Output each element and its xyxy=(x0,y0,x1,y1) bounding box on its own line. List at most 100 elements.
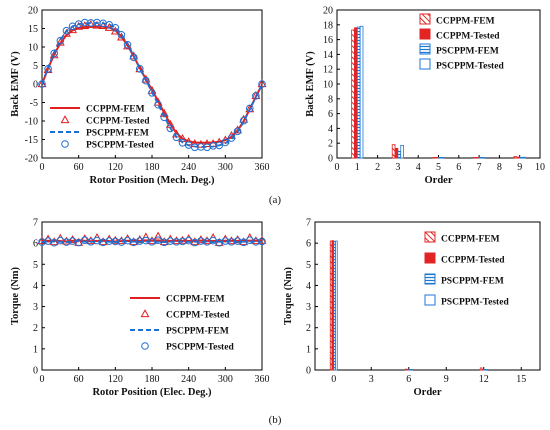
legend-swatch-ccppm-tested xyxy=(60,115,70,124)
data-point-ccppm-tested xyxy=(55,37,65,46)
data-point-pscppm-tested xyxy=(123,40,132,49)
legend-label-ccppm-tested: CCPPM-Tested xyxy=(436,32,500,42)
legend-swatch-pscppm-fem xyxy=(419,43,431,55)
data-point-ccppm-tested xyxy=(123,41,133,50)
bar-ccppm-fem xyxy=(479,367,483,371)
y-tick-label: 0 xyxy=(328,154,333,165)
bar-pscppm-tested xyxy=(410,368,413,371)
data-point-ccppm-tested xyxy=(49,50,59,59)
x-tick-label: 6 xyxy=(406,374,411,385)
y-tick-label: 16 xyxy=(323,35,333,46)
data-point-ccppm-tested xyxy=(116,236,126,245)
x-tick-label: 360 xyxy=(255,374,270,385)
x-tick-label: 5 xyxy=(436,162,441,173)
y-tick-label: 7 xyxy=(33,218,38,229)
x-tick-label: 0 xyxy=(331,374,336,385)
x-tick-label: 240 xyxy=(181,162,196,173)
y-tick-label: 2 xyxy=(328,139,333,150)
data-point-pscppm-tested xyxy=(142,76,150,85)
data-point-ccppm-tested xyxy=(202,236,212,245)
legend-label-ccppm-fem: CCPPM-FEM xyxy=(436,17,495,27)
x-tick-label: 0 xyxy=(40,162,45,173)
data-point-ccppm-tested xyxy=(37,236,47,245)
data-point-pscppm-tested xyxy=(117,30,126,39)
y-tick-label: 14 xyxy=(323,50,333,61)
data-point-pscppm-tested xyxy=(62,26,71,35)
data-point-pscppm-tested xyxy=(105,21,114,29)
data-point-pscppm-tested xyxy=(148,89,156,97)
data-point-ccppm-tested xyxy=(226,236,236,245)
y-tick-label: 20 xyxy=(28,6,38,17)
data-point-ccppm-tested xyxy=(220,234,230,243)
x-tick-label: 240 xyxy=(181,374,196,385)
bar-ccppm-fem xyxy=(351,29,355,159)
bar-pscppm-tested xyxy=(440,156,445,159)
x-axis-label: Order xyxy=(414,387,442,398)
data-point-ccppm-tested xyxy=(129,51,139,60)
x-tick-label: 2 xyxy=(375,162,380,173)
y-tick-label: 18 xyxy=(323,20,333,31)
legend-swatch-ccppm-tested xyxy=(140,309,150,318)
x-tick-label: 8 xyxy=(497,162,502,173)
x-tick-label: 120 xyxy=(108,374,123,385)
legend-label-ccppm-tested: CCPPM-Tested xyxy=(86,117,150,127)
data-point-ccppm-tested xyxy=(123,234,133,243)
y-tick-label: -20 xyxy=(25,154,38,165)
data-point-ccppm-tested xyxy=(43,234,53,243)
y-tick-label: 4 xyxy=(306,281,311,292)
y-tick-label: 12 xyxy=(323,65,333,76)
subcaption-b: (b) xyxy=(269,414,282,426)
data-point-pscppm-tested xyxy=(252,92,260,100)
data-point-pscppm-tested xyxy=(111,23,120,32)
data-point-ccppm-tested xyxy=(178,235,188,244)
data-point-pscppm-tested xyxy=(227,134,236,142)
bar-pscppm-tested xyxy=(481,156,486,159)
legend-swatch-pscppm-tested xyxy=(424,294,436,306)
legend-label-pscppm-tested: PSCPPM-Tested xyxy=(441,298,509,308)
data-point-ccppm-tested xyxy=(141,74,151,83)
bar-pscppm-fem xyxy=(397,150,402,159)
data-point-pscppm-tested xyxy=(258,80,266,88)
y-tick-label: 5 xyxy=(33,260,38,271)
x-tick-label: 300 xyxy=(218,374,233,385)
y-tick-label: 4 xyxy=(33,281,38,292)
legend-label-ccppm-fem: CCPPM-FEM xyxy=(441,235,500,245)
bar-pscppm-fem xyxy=(438,156,442,159)
legend-label-ccppm-fem: CCPPM-FEM xyxy=(86,105,145,115)
bar-ccppm-tested xyxy=(435,156,439,159)
y-tick-label: 2 xyxy=(33,323,38,334)
y-tick-label: 6 xyxy=(306,239,311,250)
x-tick-label: 9 xyxy=(444,374,449,385)
x-tick-label: 4 xyxy=(416,162,421,173)
x-tick-label: 12 xyxy=(479,374,489,385)
legend-swatch-pscppm-fem xyxy=(424,273,436,285)
data-point-ccppm-tested xyxy=(68,235,78,244)
data-point-pscppm-tested xyxy=(129,53,138,62)
data-point-ccppm-tested xyxy=(110,235,120,244)
data-point-ccppm-tested xyxy=(208,233,218,241)
bar-pscppm-fem xyxy=(519,156,523,159)
panel-emf-waveform: -20 -15 -10 -5 0 5 10 15 20 0 60 120 180 240 300 360 Rot… xyxy=(10,6,270,187)
y-tick-label: 5 xyxy=(33,61,38,72)
bar-ccppm-tested xyxy=(394,147,399,159)
x-tick-label: 300 xyxy=(218,162,233,173)
x-axis-label: Order xyxy=(425,175,453,186)
y-axis-label: Back EMF (V) xyxy=(10,51,21,117)
x-tick-label: 60 xyxy=(74,162,84,173)
x-tick-label: 180 xyxy=(145,162,160,173)
x-tick-label: 9 xyxy=(517,162,522,173)
bar-ccppm-fem xyxy=(513,156,518,159)
y-tick-label: 0 xyxy=(33,366,38,377)
bar-pscppm-tested xyxy=(359,25,364,159)
x-tick-label: 6 xyxy=(456,162,461,173)
y-tick-label: 2 xyxy=(306,323,311,334)
legend-swatch-pscppm-tested xyxy=(141,342,149,350)
bar-ccppm-fem xyxy=(473,156,477,159)
x-tick-label: 3 xyxy=(395,162,400,173)
data-point-ccppm-tested xyxy=(98,21,108,30)
data-point-pscppm-tested xyxy=(166,124,175,133)
legend-label-pscppm-fem: PSCPPM-FEM xyxy=(86,129,149,139)
x-axis-label: Rotor Position (Mech. Deg.) xyxy=(90,175,215,186)
